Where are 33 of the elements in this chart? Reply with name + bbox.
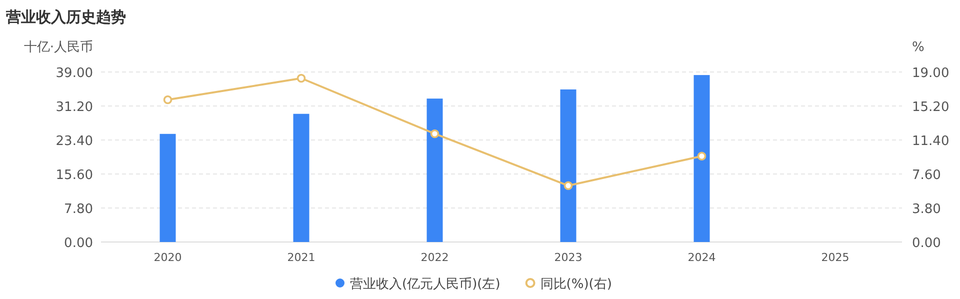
y2-tick-label: 3.80	[912, 202, 941, 217]
point	[296, 74, 306, 83]
x-tick-label: 2023	[554, 251, 582, 264]
point	[163, 95, 172, 104]
y-tick-label: 39.00	[56, 66, 93, 81]
y2-tick-label: 15.20	[912, 100, 950, 115]
legend-label: 同比(%)(右)	[540, 277, 612, 292]
x-tick-label: 2020	[154, 251, 182, 264]
x-tick-label: 2024	[688, 251, 716, 264]
y2-axis-title: %	[912, 40, 924, 55]
y2-tick-label: 11.40	[912, 134, 950, 149]
x-tick-label: 2025	[821, 251, 850, 264]
chart-title: 营业收入历史趋势	[5, 8, 126, 26]
bar	[293, 114, 310, 242]
x-tick-label: 2022	[420, 251, 449, 264]
x-tick-label: 2021	[287, 251, 316, 264]
y2-tick-label: 19.00	[912, 66, 950, 81]
y-tick-label: 15.60	[56, 168, 93, 183]
y2-tick-label: 0.00	[912, 236, 941, 251]
y-axis-title: 十亿·人民币	[24, 40, 93, 55]
point	[564, 181, 573, 190]
point	[697, 152, 706, 161]
legend-label: 营业收入(亿元人民币)(左)	[350, 277, 500, 292]
y-tick-label: 31.20	[56, 100, 93, 115]
bar	[694, 75, 710, 242]
point	[430, 129, 440, 138]
bar	[160, 134, 176, 242]
y-tick-label: 0.00	[64, 236, 93, 251]
bar	[426, 98, 443, 242]
y2-tick-label: 7.60	[912, 168, 941, 183]
bar	[560, 89, 576, 242]
y-tick-label: 23.40	[56, 134, 93, 149]
y-tick-label: 7.80	[64, 202, 93, 217]
